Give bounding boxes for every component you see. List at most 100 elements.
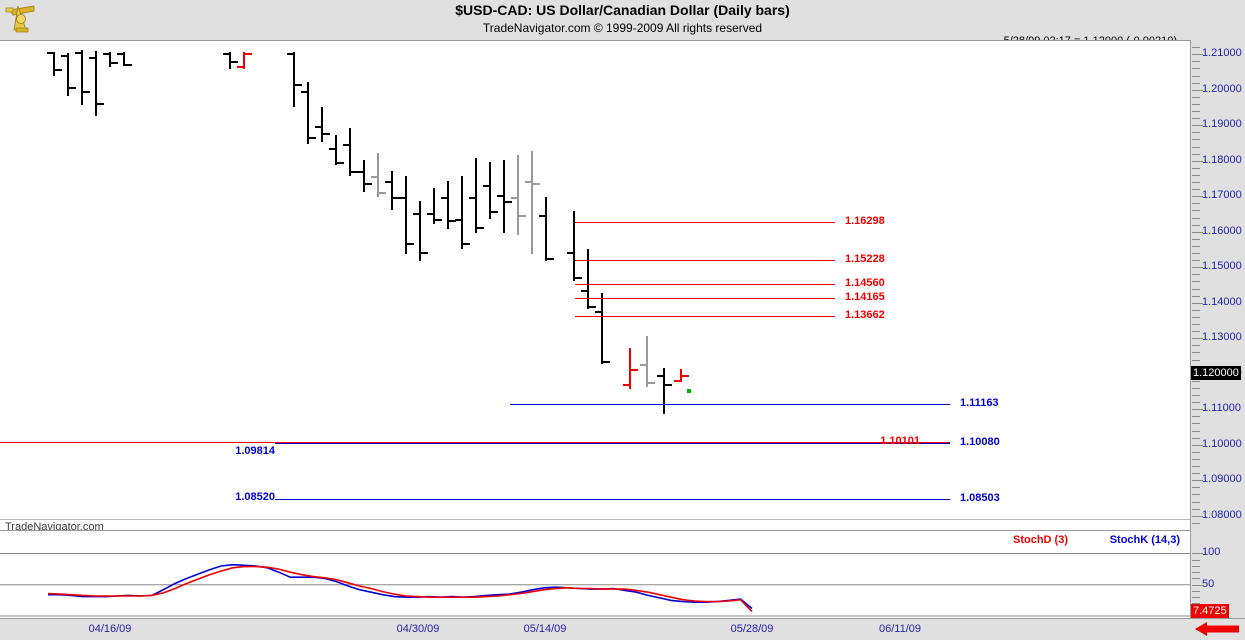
chart-header: $USD-CAD: US Dollar/Canadian Dollar (Dai… — [0, 0, 1245, 47]
price-axis-minor-tick — [1192, 480, 1200, 482]
ohlc-open-tick — [483, 184, 490, 187]
date-axis[interactable]: 04/16/09 04/30/09 05/14/09 05/28/09 06/11/09 — [0, 618, 1245, 640]
ohlc-close-tick — [449, 220, 456, 223]
ohlc-open-tick — [237, 65, 244, 68]
indicator-legend-stochk[interactable]: StochK (14,3) — [1109, 534, 1180, 546]
ohlc-bar — [531, 151, 533, 255]
ohlc-close-tick — [547, 257, 554, 260]
ohlc-open-tick — [223, 53, 230, 56]
date-axis-label: 05/14/09 — [523, 623, 567, 635]
price-axis-label: 1.11000 — [1202, 402, 1241, 415]
price-axis-minor-tick — [1192, 210, 1200, 212]
ohlc-bar — [545, 197, 547, 262]
stochastic-pane[interactable] — [0, 550, 1190, 618]
ohlc-close-tick — [407, 243, 414, 246]
ohlc-close-tick — [55, 69, 62, 72]
price-level-line[interactable] — [510, 404, 950, 406]
price-level-line[interactable] — [575, 222, 835, 224]
date-axis-label: 04/30/09 — [396, 623, 440, 635]
ohlc-close-tick — [631, 369, 638, 372]
price-axis-minor-tick — [1192, 260, 1200, 262]
price-axis-minor-tick — [1192, 466, 1200, 468]
price-axis-minor-tick — [1192, 203, 1200, 205]
price-axis-label: 1.10000 — [1202, 437, 1242, 450]
ohlc-close-tick — [575, 277, 582, 280]
price-axis-label: 1.21000 — [1202, 47, 1242, 60]
price-axis-minor-tick — [1192, 267, 1200, 269]
price-level-line[interactable] — [575, 297, 835, 299]
price-axis-minor-tick — [1192, 487, 1200, 489]
ohlc-open-tick — [525, 181, 532, 184]
price-axis-minor-tick — [1192, 458, 1200, 460]
price-level-label: 1.10101 — [880, 435, 920, 448]
date-axis-label: 04/16/09 — [88, 623, 132, 635]
ohlc-open-tick — [399, 197, 406, 200]
ohlc-bar — [461, 175, 463, 249]
left-arrow-icon[interactable] — [1195, 622, 1239, 636]
price-axis-label: 1.08000 — [1202, 508, 1242, 521]
price-pane[interactable]: 1.16298 1.15228 1.14560 1.14165 1.13662 1.111… — [0, 40, 1190, 533]
price-axis-minor-tick — [1192, 281, 1200, 283]
ohlc-close-tick — [295, 83, 302, 86]
ohlc-open-tick — [117, 53, 124, 56]
price-axis-minor-tick — [1192, 402, 1200, 404]
ohlc-open-tick — [455, 218, 462, 221]
ohlc-bar — [95, 50, 97, 116]
price-axis-minor-tick — [1192, 473, 1200, 475]
ohlc-bar — [629, 348, 631, 389]
price-axis-label: 1.17000 — [1202, 189, 1242, 202]
price-axis-minor-tick — [1192, 508, 1200, 510]
ohlc-bar — [229, 52, 231, 70]
date-axis-label: 06/11/09 — [878, 623, 922, 635]
page-title: $USD-CAD: US Dollar/Canadian Dollar (Dai… — [455, 2, 790, 18]
ohlc-open-tick — [47, 51, 54, 54]
ohlc-open-tick — [413, 213, 420, 216]
stochastic-line — [48, 563, 753, 610]
price-axis-minor-tick — [1192, 54, 1200, 56]
stochastic-axis-minor-tick — [1192, 565, 1200, 567]
price-axis-minor-tick — [1192, 338, 1200, 340]
ohlc-close-tick — [435, 218, 442, 221]
ohlc-bar — [243, 52, 245, 69]
stochastic-axis-label: 100 — [1202, 546, 1221, 559]
price-axis-minor-tick — [1192, 451, 1200, 453]
ohlc-bar — [405, 175, 407, 255]
price-level-label: 1.08520 — [235, 491, 275, 504]
price-level-line[interactable] — [575, 260, 835, 262]
ohlc-open-tick — [385, 181, 392, 184]
ohlc-open-tick — [674, 380, 681, 383]
price-axis-minor-tick — [1192, 515, 1200, 517]
stochastic-axis[interactable]: 1005007.4725 — [1190, 530, 1245, 621]
price-axis-minor-tick — [1192, 352, 1200, 354]
ohlc-open-tick — [89, 56, 96, 59]
price-axis-minor-tick — [1192, 89, 1200, 91]
price-level-line[interactable] — [275, 442, 950, 444]
price-axis-minor-tick — [1192, 522, 1200, 524]
price-axis-minor-tick — [1192, 68, 1200, 70]
ohlc-bar — [663, 367, 665, 414]
ohlc-close-tick — [533, 183, 540, 186]
price-axis-minor-tick — [1192, 444, 1200, 446]
price-axis-minor-tick — [1192, 111, 1200, 112]
ohlc-open-tick — [469, 197, 476, 200]
ohlc-close-tick — [97, 103, 104, 106]
price-level-line[interactable] — [575, 283, 835, 285]
price-level-label: 1.09814 — [235, 445, 275, 458]
price-level-label: 1.15228 — [845, 253, 885, 266]
indicator-legend-stochd[interactable]: StochD (3) — [1013, 534, 1068, 546]
ohlc-close-tick — [351, 170, 358, 173]
ohlc-open-tick — [371, 175, 378, 178]
ohlc-close-tick — [337, 161, 344, 164]
price-axis-minor-tick — [1192, 387, 1200, 389]
price-axis-label: 1.13000 — [1202, 331, 1242, 344]
price-level-line[interactable] — [575, 315, 835, 317]
ohlc-close-tick — [505, 200, 512, 203]
stochastic-axis-label: 50 — [1202, 577, 1215, 590]
price-axis-minor-tick — [1192, 118, 1200, 120]
ohlc-bar — [517, 154, 519, 235]
price-axis[interactable]: 1.21000 1.20000 1.19000 1.18000 1.17000 1.160… — [1190, 40, 1245, 530]
ohlc-close-tick — [519, 214, 526, 217]
price-level-line[interactable] — [0, 442, 950, 444]
ohlc-bar — [349, 127, 351, 176]
price-level-line[interactable] — [275, 498, 950, 500]
